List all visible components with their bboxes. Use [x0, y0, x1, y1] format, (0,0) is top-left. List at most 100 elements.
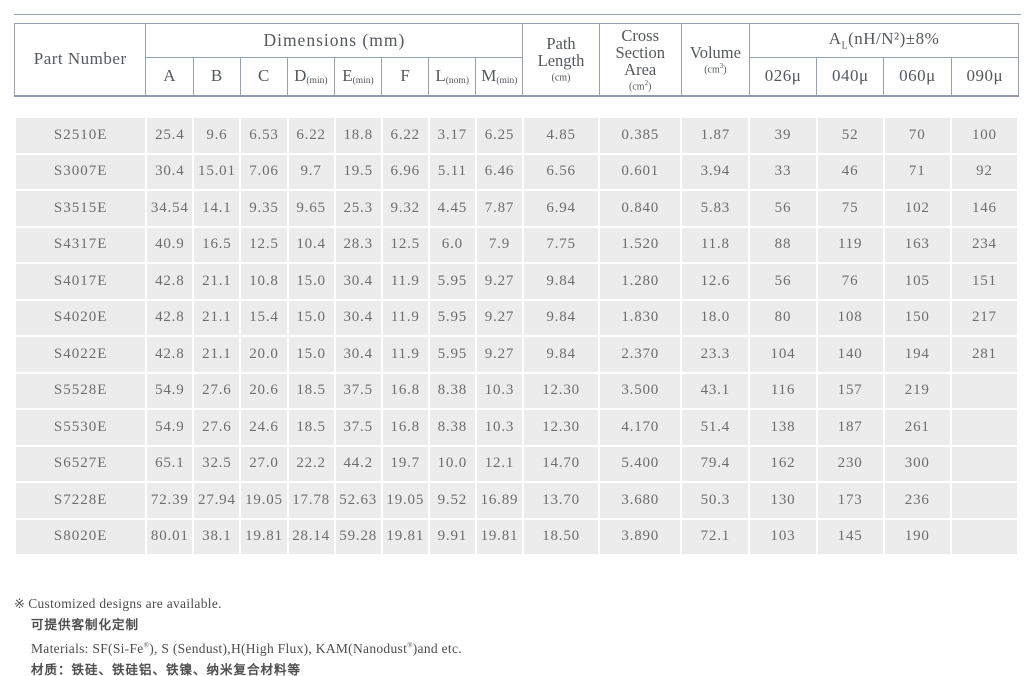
value-cell: 7.9 — [474, 225, 525, 264]
value-cell — [949, 481, 1020, 520]
value-cell — [949, 371, 1020, 410]
value-cell: 104 — [748, 335, 818, 374]
value-cell: 37.5 — [333, 371, 383, 410]
part-number-cell: S8020E — [13, 517, 148, 556]
value-cell: 261 — [882, 408, 952, 447]
value-cell: 1.520 — [598, 225, 683, 264]
col-header-al-040u: 040μ — [816, 57, 885, 96]
cross-section-line1: Cross — [621, 25, 659, 45]
value-cell: 0.601 — [598, 152, 683, 191]
value-cell: 19.05 — [239, 481, 289, 520]
value-cell: 18.8 — [333, 116, 383, 155]
materials-note-zh: 材质：铁硅、铁硅铝、铁镍、纳米复合材料等 — [31, 663, 302, 676]
value-cell: 146 — [949, 189, 1020, 228]
value-cell: 6.22 — [286, 116, 336, 155]
value-cell: 15.0 — [286, 298, 336, 337]
value-cell: 25.3 — [333, 189, 383, 228]
col-group-dimensions: Dimensions (mm) — [145, 23, 524, 58]
value-cell: 16.8 — [380, 408, 430, 447]
value-cell: 27.6 — [192, 408, 242, 447]
value-cell: 42.8 — [145, 335, 195, 374]
value-cell: 7.87 — [474, 189, 525, 228]
part-number-cell: S5528E — [13, 371, 148, 410]
value-cell: 10.8 — [239, 262, 289, 301]
sub-header-row: A B C D(min) E(min) F L(nom) M(min) 026μ… — [15, 57, 1020, 96]
col-header-dim-d-min: D(min) — [286, 57, 335, 96]
value-cell: 71 — [882, 152, 952, 191]
customized-note-zh: 可提供客制化定制 — [31, 618, 140, 632]
value-cell: 9.84 — [521, 335, 601, 374]
value-cell: 190 — [882, 517, 952, 556]
table-row: S4022E 42.8 21.1 20.0 15.0 30.4 11.9 5.95 9.27 9.… — [13, 335, 1020, 374]
col-header-dim-l-nom: L(nom) — [428, 57, 477, 96]
top-divider-rule — [14, 14, 1021, 15]
value-cell: 25.4 — [145, 116, 195, 155]
value-cell: 21.1 — [192, 298, 242, 337]
value-cell: 88 — [748, 225, 818, 264]
table-row: S3007E 30.4 15.01 7.06 9.7 19.5 6.96 5.11 6.46 6.… — [13, 152, 1020, 191]
value-cell: 0.840 — [598, 189, 683, 228]
part-number-cell: S3007E — [13, 152, 148, 191]
value-cell: 24.6 — [239, 408, 289, 447]
value-cell: 8.38 — [427, 408, 477, 447]
value-cell: 20.6 — [239, 371, 289, 410]
part-number-cell: S4317E — [13, 225, 148, 264]
col-header-dim-f: F — [380, 57, 430, 96]
value-cell: 6.25 — [474, 116, 525, 155]
value-cell: 5.95 — [427, 298, 477, 337]
value-cell: 10.4 — [286, 225, 336, 264]
value-cell: 9.91 — [427, 517, 477, 556]
value-cell: 30.4 — [333, 262, 383, 301]
value-cell: 15.0 — [286, 262, 336, 301]
value-cell: 12.30 — [521, 371, 601, 410]
value-cell: 16.5 — [192, 225, 242, 264]
value-cell: 27.94 — [192, 481, 242, 520]
value-cell: 1.830 — [598, 298, 683, 337]
value-cell: 116 — [748, 371, 818, 410]
value-cell: 13.70 — [521, 481, 601, 520]
part-number-cell: S4017E — [13, 262, 148, 301]
value-cell: 28.3 — [333, 225, 383, 264]
value-cell: 4.85 — [521, 116, 601, 155]
value-cell: 28.14 — [286, 517, 336, 556]
cross-section-line3: Area — [624, 59, 657, 79]
value-cell: 16.89 — [474, 481, 525, 520]
value-cell: 5.11 — [427, 152, 477, 191]
value-cell: 32.5 — [192, 444, 242, 483]
value-cell: 12.5 — [239, 225, 289, 264]
value-cell: 6.94 — [521, 189, 601, 228]
col-header-al-090u: 090μ — [950, 57, 1020, 96]
value-cell: 54.9 — [145, 371, 195, 410]
value-cell: 15.01 — [192, 152, 242, 191]
value-cell: 65.1 — [145, 444, 195, 483]
value-cell: 56 — [748, 189, 818, 228]
value-cell: 236 — [882, 481, 952, 520]
part-number-cell: S4022E — [13, 335, 148, 374]
value-cell: 9.84 — [521, 298, 601, 337]
spec-table-header: Part Number Dimensions (mm) Path Length … — [13, 23, 1020, 97]
value-cell: 10.0 — [427, 444, 477, 483]
value-cell: 37.5 — [333, 408, 383, 447]
value-cell: 103 — [748, 517, 818, 556]
value-cell: 138 — [748, 408, 818, 447]
col-group-al-value: AL(nH/N²)±8% — [749, 23, 1019, 58]
part-number-cell: S3515E — [13, 189, 148, 228]
value-cell: 80.01 — [145, 517, 195, 556]
value-cell: 9.65 — [286, 189, 336, 228]
value-cell: 12.30 — [521, 408, 601, 447]
table-row: S5530E 54.9 27.6 24.6 18.5 37.5 16.8 8.38 10.3 12… — [13, 408, 1020, 447]
value-cell: 30.4 — [333, 298, 383, 337]
value-cell: 14.70 — [521, 444, 601, 483]
table-row: S4317E 40.9 16.5 12.5 10.4 28.3 12.5 6.0 7.9 7.75… — [13, 225, 1020, 264]
value-cell: 100 — [949, 116, 1020, 155]
value-cell: 21.1 — [192, 262, 242, 301]
value-cell: 119 — [815, 225, 885, 264]
table-row: S4017E 42.8 21.1 10.8 15.0 30.4 11.9 5.95 9.27 9.… — [13, 262, 1020, 301]
value-cell: 12.1 — [474, 444, 525, 483]
value-cell: 11.9 — [380, 262, 430, 301]
value-cell: 12.5 — [380, 225, 430, 264]
value-cell: 9.35 — [239, 189, 289, 228]
value-cell: 9.84 — [521, 262, 601, 301]
value-cell: 10.3 — [474, 408, 525, 447]
